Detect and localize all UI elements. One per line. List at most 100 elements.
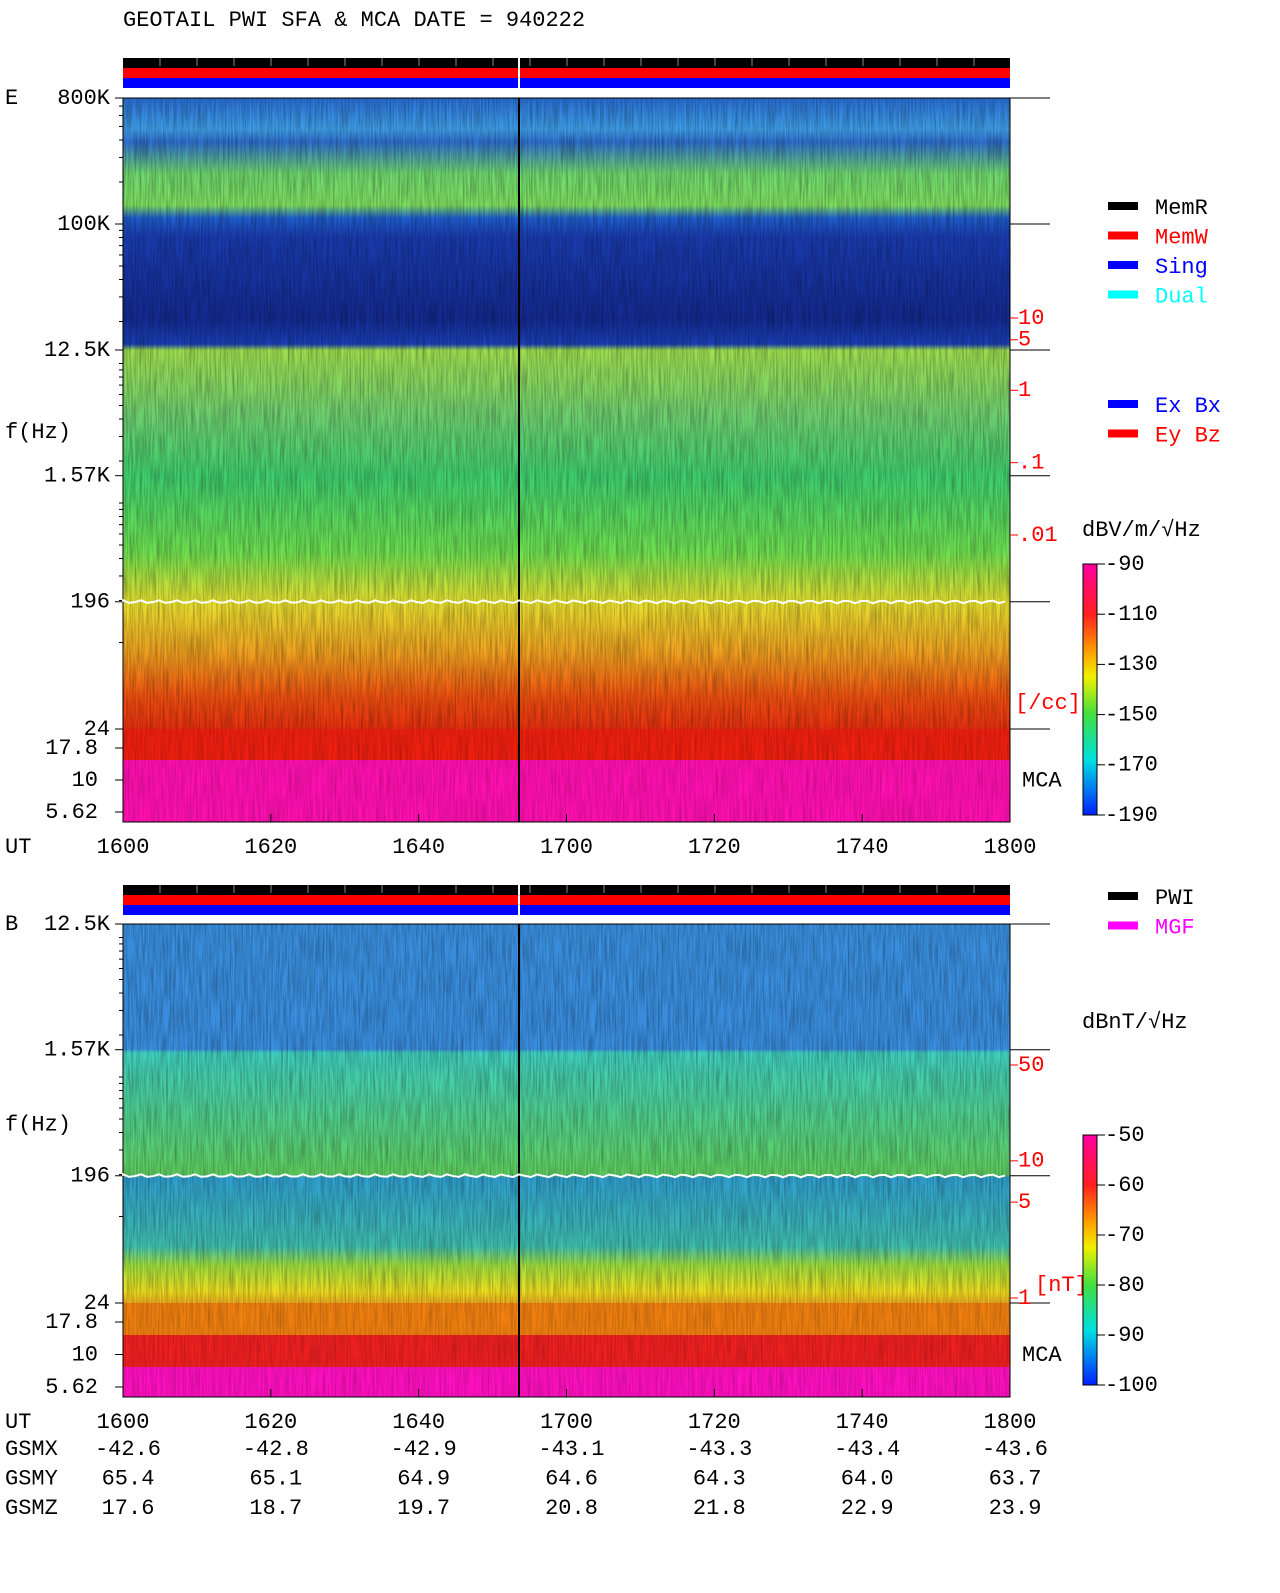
spectrogram-texture (123, 98, 1010, 822)
status-bar (123, 905, 1010, 915)
y-axis-label: f(Hz) (5, 420, 71, 445)
colorbar-label: dBV/m/√Hz (1082, 518, 1201, 543)
ephemeris-value: 64.3 (693, 1466, 746, 1491)
legend-swatch (1108, 400, 1138, 408)
density-tick-label: 10 (1018, 306, 1044, 331)
x-tick-label: 1720 (688, 835, 741, 860)
x-tick-label: 1600 (97, 835, 150, 860)
ephemeris-value: 64.0 (841, 1466, 894, 1491)
y-tick-label: 100K (57, 212, 111, 237)
colorbar-tick-label: -170 (1105, 753, 1158, 778)
status-bar (123, 68, 1010, 78)
colorbar-tick-label: -50 (1105, 1123, 1145, 1148)
legend-swatch (1108, 921, 1138, 930)
y-tick-label: 12.5K (44, 912, 111, 937)
ephemeris-value: -43.1 (538, 1437, 604, 1462)
density-tick-label: 5 (1018, 328, 1031, 353)
legend-swatch (1108, 429, 1138, 438)
status-bar (123, 895, 1010, 905)
mca-label: MCA (1022, 768, 1062, 793)
density-tick-label: .01 (1018, 523, 1058, 548)
mca-tick-label: 17.8 (45, 736, 98, 761)
x-tick-label: 1640 (392, 835, 445, 860)
white-trace (122, 598, 1006, 605)
x-axis-label: UT (5, 835, 31, 860)
x-tick-label: 1600 (97, 1410, 150, 1435)
colorbar-tick-label: -90 (1105, 552, 1145, 577)
density-tick-label: .1 (1018, 450, 1044, 475)
y-tick-label: 1.57K (44, 464, 111, 489)
mca-tick-label: 5.62 (45, 800, 98, 825)
x-tick-label: 1800 (984, 1410, 1037, 1435)
y-tick-label: 12.5K (44, 338, 111, 363)
colorbar-tick-label: -60 (1105, 1173, 1145, 1198)
y-tick-label: 196 (70, 1164, 110, 1189)
colorbar (1082, 563, 1098, 816)
colorbar-tick-label: -90 (1105, 1323, 1145, 1348)
x-tick-label: 1640 (392, 1410, 445, 1435)
mca-tick-label: 10 (72, 768, 98, 793)
status-bar (123, 78, 1010, 88)
x-tick-label: 1700 (540, 1410, 593, 1435)
colorbar-tick-label: -130 (1105, 652, 1158, 677)
legend-label: Sing (1155, 255, 1208, 280)
legend-label: MemW (1155, 225, 1209, 250)
mca-tick-label: 17.8 (45, 1310, 98, 1335)
mca-texture (123, 1303, 1010, 1397)
y-tick-label: 24 (84, 717, 110, 742)
legend-swatch (1108, 290, 1138, 299)
density-unit: [nT] (1035, 1273, 1088, 1298)
ephemeris-value: 21.8 (693, 1496, 746, 1521)
y-tick-label: 24 (84, 1291, 110, 1316)
ephemeris-value: -42.9 (391, 1437, 457, 1462)
ephemeris-value: -42.6 (95, 1437, 161, 1462)
density-unit: [/cc] (1015, 691, 1081, 716)
ephemeris-value: 20.8 (545, 1496, 598, 1521)
colorbar-tick-label: -150 (1105, 702, 1158, 727)
legend-label: Ex Bx (1155, 394, 1221, 419)
ephemeris-value: -43.3 (686, 1437, 752, 1462)
legend-label: MemR (1155, 196, 1208, 221)
legend-label: Dual (1155, 284, 1208, 309)
ephemeris-value: -43.6 (982, 1437, 1048, 1462)
colorbar-tick-label: -100 (1105, 1373, 1158, 1398)
density-tick-label: 1 (1018, 1286, 1031, 1311)
ephemeris-value: 65.4 (102, 1466, 155, 1491)
ephemeris-value: 18.7 (249, 1496, 302, 1521)
density-tick-label: 10 (1018, 1149, 1044, 1174)
colorbar-tick-label: -190 (1105, 803, 1158, 828)
panel-label: E (5, 86, 18, 111)
mca-texture (123, 729, 1010, 822)
ephemeris-value: -43.4 (834, 1437, 900, 1462)
x-tick-label: 1620 (244, 1410, 297, 1435)
x-tick-label: 1720 (688, 1410, 741, 1435)
ephemeris-value: 22.9 (841, 1496, 894, 1521)
density-tick-label: 5 (1018, 1190, 1031, 1215)
y-tick-label: 800K (57, 86, 111, 111)
ephemeris-label: GSMY (5, 1466, 58, 1491)
ephemeris-label: GSMX (5, 1437, 58, 1462)
ephemeris-value: 19.7 (397, 1496, 450, 1521)
ephemeris-value: 23.9 (989, 1496, 1042, 1521)
mca-tick-label: 10 (72, 1342, 98, 1367)
ephemeris-value: -42.8 (243, 1437, 309, 1462)
legend-label: Ey Bz (1155, 423, 1221, 448)
legend-swatch (1108, 231, 1138, 240)
ephemeris-value: 64.9 (397, 1466, 450, 1491)
x-tick-label: 1740 (836, 1410, 889, 1435)
mca-label: MCA (1022, 1343, 1062, 1368)
legend-label: PWI (1155, 886, 1195, 911)
ephemeris-label: GSMZ (5, 1496, 58, 1521)
colorbar-tick-label: -70 (1105, 1223, 1145, 1248)
x-axis-label: UT (5, 1410, 31, 1435)
panel-label: B (5, 912, 18, 937)
y-tick-label: 196 (70, 590, 110, 615)
mca-tick-label: 5.62 (45, 1375, 98, 1400)
colorbar (1082, 1134, 1098, 1386)
legend-swatch (1108, 202, 1138, 210)
colorbar-label: dBnT/√Hz (1082, 1010, 1188, 1035)
title: GEOTAIL PWI SFA & MCA DATE = 940222 (123, 8, 585, 33)
x-tick-label: 1800 (984, 835, 1037, 860)
density-tick-label: 50 (1018, 1053, 1044, 1078)
